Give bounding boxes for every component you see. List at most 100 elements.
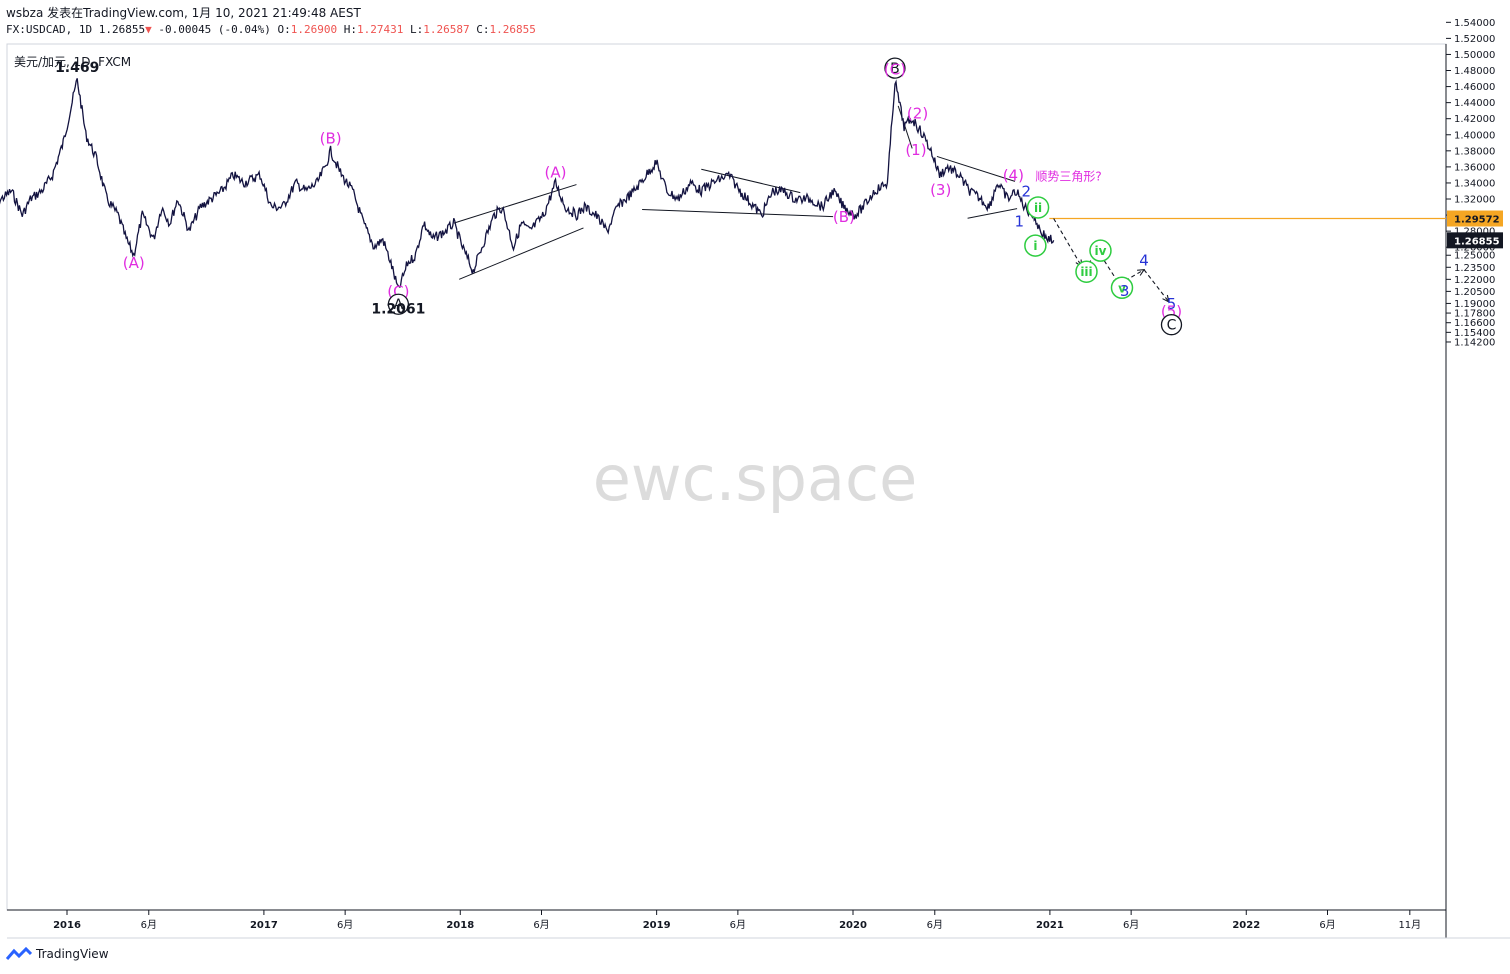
x-tick-label: 6月 [927,919,943,931]
low-value: 1.26587 [423,23,470,36]
price-extreme-label: 1.2061 [371,301,425,317]
y-tick-label: 1.54000 [1454,18,1495,29]
high-label: H: [343,23,358,36]
trendline [453,184,577,224]
wave-label-green: iv [1095,244,1107,258]
projection-segment [1143,269,1170,303]
price-line-series [0,78,1055,288]
open-label: O: [277,23,291,36]
legend-label: 美元/加元, 1D, FXCM [14,55,131,69]
y-tick-label: 1.19000 [1454,299,1495,310]
open-value: 1.26900 [290,23,338,36]
x-tick-label: 6月 [1319,919,1335,931]
y-tick-label: 1.14200 [1454,337,1495,348]
wave-note: 顺势三角形? [1035,170,1101,184]
wave-label-major: (A) [123,254,145,272]
y-tick-label: 1.32000 [1454,195,1495,206]
x-tick-label: 6月 [141,919,157,931]
y-axis: 1.54000 1.52000 1.50000 1.48000 1.46000 1.440… [1446,18,1495,348]
projection-segment [1119,269,1145,285]
wave-circle-green [1110,276,1134,300]
x-axis: 2016 6月 2017 6月 2018 6月 2019 6月 2020 6月 2021 6月 2022… [53,910,1421,931]
y-tick-label: 1.34000 [1454,178,1495,189]
y-tick-label: 1.40000 [1454,130,1495,141]
high-value: 1.27431 [357,23,404,36]
wave-label-green: iii [1080,265,1092,279]
y-tick-label: 1.38000 [1454,146,1495,157]
y-tick-label: 1.25000 [1454,251,1495,262]
wave-label-minor: 5 [1167,295,1177,313]
last-price-tag-bg [1447,232,1503,249]
wave-label-minor: 3 [1120,282,1130,300]
x-tick-label: 2019 [643,920,671,931]
wave-circle-green [1075,260,1098,283]
x-tick-label: 2017 [250,920,278,931]
y-tick-label: 1.20500 [1454,287,1495,298]
price-extreme-label: 1.469 [55,60,99,76]
watermark: ewc.space [593,442,918,515]
x-tick-label: 2020 [839,920,867,931]
wave-label-major: (4) [1003,167,1024,185]
x-tick-label: 2021 [1036,920,1064,931]
y-tick-label: 1.23500 [1454,263,1495,274]
wave-circle-green [1024,234,1047,257]
x-tick-label: 2018 [446,920,474,931]
wave-label-green: v [1118,281,1126,295]
wave-circle [884,57,906,79]
last-price-tag: 1.26855 [1454,236,1500,247]
close-label: C: [476,23,490,36]
tradingview-icon [6,947,32,960]
wave-label-major: (1) [905,141,926,159]
price-series [0,78,1055,288]
x-tick-label: 6月 [533,919,549,931]
footer-brand: TradingView [36,947,109,961]
wave-label-circled: C [1167,318,1177,334]
wave-circle [1160,314,1183,336]
wave-label-green: i [1033,239,1037,253]
y-tick-label: 1.28000 [1454,227,1495,238]
price-line-tag: 1.29572 [1454,215,1500,226]
wave-label-circled: B [890,61,900,77]
symbol-label: FX:USDCAD, 1D [6,23,93,36]
x-tick-label: 11月 [1398,919,1421,931]
wave-label-major: (2) [907,105,928,123]
wave-label-major: (A) [545,163,567,181]
wave-label-minor: 2 [1021,183,1031,201]
change-value: -0.00045 (-0.04%) [158,23,271,36]
wave-label-minor: 1 [1014,213,1024,231]
y-tick-label: 1.16600 [1454,318,1495,329]
trendlines [453,105,1018,280]
wave-circle-green [1089,239,1112,262]
x-tick-label: 2016 [53,920,81,931]
wave-label-minor: 4 [1139,251,1149,269]
x-tick-label: 6月 [1123,919,1139,931]
wave-circle-green [1026,196,1050,219]
projection-segment [1053,218,1083,267]
y-tick-label: 1.22000 [1454,275,1495,286]
trendline [459,227,584,280]
trendline [642,208,834,218]
y-tick-label: 1.46000 [1454,82,1495,93]
wave-label-green: ii [1034,201,1042,215]
low-label: L: [410,23,424,36]
wave-label-major: (B) [833,208,855,226]
y-tick-label: 1.50000 [1454,50,1495,61]
x-tick-label: 6月 [337,919,353,931]
y-tick-label: 1.15400 [1454,328,1495,339]
x-tick-label: 6月 [730,919,746,931]
y-tick-label: 1.48000 [1454,66,1495,77]
wave-labels: 1.469(A)(B)(C)A1.2061(A)(B)B(C)(2)(1)(3)… [55,57,1183,336]
tradingview-logo[interactable]: TradingView [6,947,109,961]
ohlc-line: FX:USDCAD, 1D 1.26855▼ -0.00045 (-0.04%)… [6,23,536,36]
wave-label-circled: A [394,297,404,313]
wave-label-major: (C) [884,61,906,79]
trendline [967,208,1018,219]
y-tick-label: 1.36000 [1454,162,1495,173]
y-tick-label: 1.52000 [1454,34,1495,45]
wave-label-major: (B) [320,130,342,148]
publish-info: wsbza 发表在TradingView.com, 1月 10, 2021 21… [6,6,361,20]
y-tick-label: 1.44000 [1454,98,1495,109]
price-tags: 1.29572 1.26855 [1447,210,1503,249]
close-value: 1.26855 [489,23,536,36]
